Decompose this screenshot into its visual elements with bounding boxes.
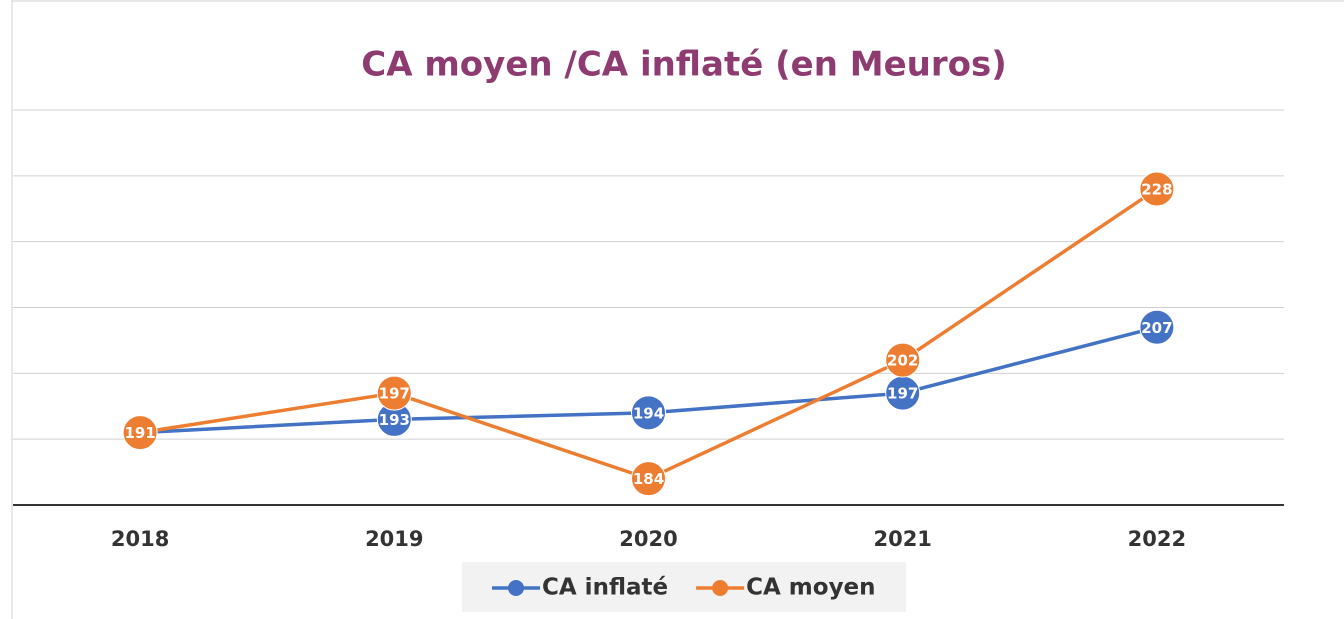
x-tick-label: 2018 xyxy=(111,527,169,551)
x-tick-label: 2019 xyxy=(365,527,423,551)
data-label: 207 xyxy=(1141,319,1172,337)
x-tick-label: 2022 xyxy=(1128,527,1186,551)
data-point xyxy=(1139,309,1175,345)
data-label: 228 xyxy=(1141,181,1172,199)
x-tick-label: 2020 xyxy=(619,527,677,551)
legend-marker xyxy=(712,580,729,596)
data-label: 184 xyxy=(633,470,664,488)
data-point xyxy=(631,461,666,497)
data-label: 197 xyxy=(887,385,918,403)
data-point xyxy=(122,415,158,451)
data-point xyxy=(885,342,921,378)
chart-title: CA moyen /CA inflaté (en Meuros) xyxy=(361,45,1006,85)
data-label: 197 xyxy=(379,385,410,403)
data-point xyxy=(376,375,412,411)
data-point xyxy=(1139,171,1175,207)
data-point xyxy=(631,395,666,431)
legend-label: CA inflaté xyxy=(542,575,668,601)
data-label: 193 xyxy=(379,411,410,429)
series-line xyxy=(139,187,1158,481)
data-label: 202 xyxy=(887,352,918,370)
x-tick-label: 2021 xyxy=(873,527,931,551)
legend-marker xyxy=(508,580,524,596)
legend-label: CA moyen xyxy=(746,575,875,601)
data-label: 191 xyxy=(124,424,155,442)
data-label: 194 xyxy=(633,404,664,422)
